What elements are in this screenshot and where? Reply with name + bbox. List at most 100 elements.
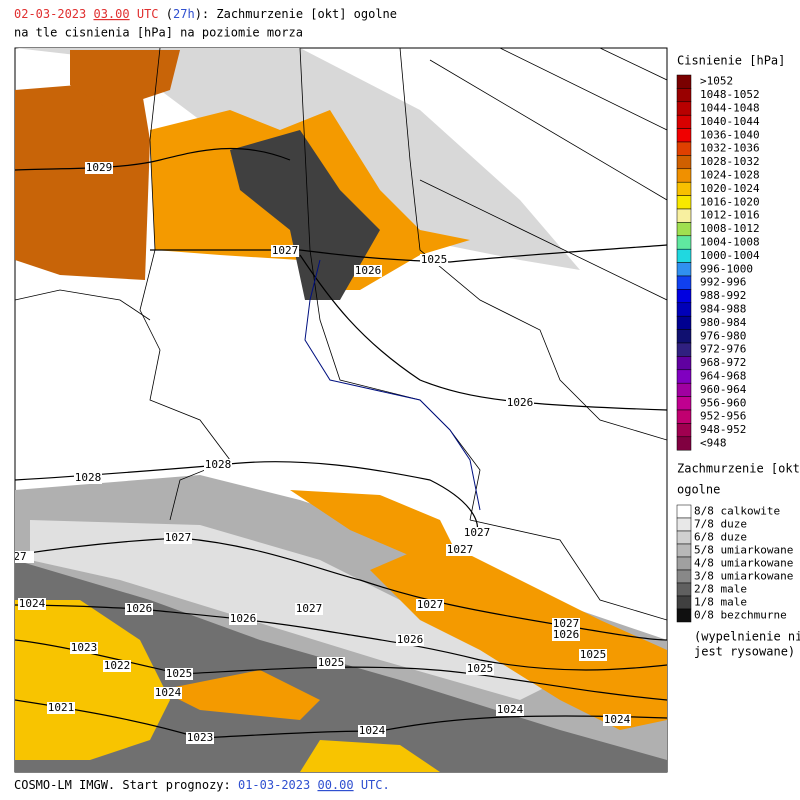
isobar-label: 1026	[355, 264, 382, 277]
isobar-label: 27	[13, 550, 26, 563]
legend-label: 1016-1020	[700, 195, 760, 208]
legend-label: 952-956	[700, 410, 746, 423]
legend-swatch	[676, 409, 692, 424]
date: 02-03-2023	[14, 7, 86, 21]
isobar-label-box	[229, 613, 257, 625]
legend-label: 1000-1004	[700, 249, 760, 262]
legend-swatch	[676, 517, 692, 532]
isobar-label-box	[154, 687, 182, 699]
isobar-label-box	[416, 599, 444, 611]
isobar-label: 1026	[553, 628, 580, 641]
legend-label: 1012-1016	[700, 209, 760, 222]
isobar-label-box	[103, 660, 131, 672]
legend-label: 948-952	[700, 423, 746, 436]
isobar-label-box	[354, 265, 382, 277]
isobar-label-box	[552, 618, 580, 630]
title-rest: : Zachmurzenie [okt] ogolne	[202, 7, 397, 21]
pressure-area	[15, 80, 150, 280]
isobar-label-box	[496, 704, 524, 716]
cloud-area	[230, 130, 380, 300]
header-subtitle: na tle cisnienia [hPa] na poziomie morza	[14, 26, 303, 40]
legend-label: 1028-1032	[700, 155, 760, 168]
legend-swatch	[676, 543, 692, 558]
legend-label: 0/8 bezchmurne	[694, 609, 787, 622]
legend-label: 1044-1048	[700, 102, 760, 115]
legend-label: 980-984	[700, 316, 747, 329]
isobar-label-box	[358, 725, 386, 737]
isobar-label: 1026	[126, 602, 153, 615]
legend-label: 1024-1028	[700, 169, 760, 182]
isobar-label-box	[204, 459, 232, 471]
legend-label: 964-968	[700, 370, 746, 383]
isobar-label-box	[446, 544, 474, 556]
legend-swatch	[676, 356, 692, 371]
isobar-label: 1024	[497, 703, 524, 716]
isobar-label-box	[186, 732, 214, 744]
isobar-label: 1023	[71, 641, 98, 654]
isobar-label-box	[396, 634, 424, 646]
isobar-label: 1027	[553, 617, 580, 630]
isobar-label-box	[295, 603, 323, 615]
legend-swatch	[676, 235, 692, 250]
isobar-label: 1025	[467, 662, 494, 675]
legend-swatch	[676, 128, 692, 143]
legend-label: 992-996	[700, 276, 746, 289]
legend-swatch	[676, 504, 692, 519]
footer-prefix: COSMO-LM IMGW. Start prognozy:	[14, 778, 231, 792]
legend-label: 3/8 umiarkowane	[694, 570, 793, 583]
isobar-label-box	[85, 162, 113, 174]
footer-suffix: UTC.	[361, 778, 390, 792]
cloud-legend: Zachmurzenie [okt] ogolne (wypelnienie n…	[676, 462, 800, 659]
pressure-area	[70, 50, 180, 110]
legend-swatch	[676, 302, 692, 317]
isobar-label-box	[47, 702, 75, 714]
legend-swatch	[676, 396, 692, 411]
isobar-label-box	[552, 629, 580, 641]
isobar-label: 1025	[421, 253, 448, 266]
isobar-label-box	[271, 245, 299, 257]
legend-swatch	[676, 382, 692, 397]
legend-swatch	[676, 582, 692, 597]
isobar-label: 1026	[507, 396, 534, 409]
isobar-label: 1026	[230, 612, 257, 625]
legend-swatch	[676, 155, 692, 170]
legend-label: <948	[700, 437, 727, 450]
isobar-label: 1027	[296, 602, 323, 615]
isobar-label: 1024	[155, 686, 182, 699]
footer: COSMO-LM IMGW. Start prognozy: 01-03-202…	[14, 778, 390, 792]
legend-subtitle: ogolne	[677, 483, 720, 497]
legend-label: 1004-1008	[700, 236, 760, 249]
lead-close: )	[195, 7, 202, 21]
legend-label: 1036-1040	[700, 128, 760, 141]
isobar-label-box	[74, 472, 102, 484]
isobar-label: 1027	[464, 526, 491, 539]
legend-note: jest rysowane)	[694, 645, 795, 659]
legend-label: 972-976	[700, 343, 746, 356]
isobar-label: 1023	[187, 731, 214, 744]
legend-swatch	[676, 141, 692, 156]
legend-swatch	[676, 342, 692, 357]
legend-label: 956-960	[700, 396, 746, 409]
legend-swatch	[676, 168, 692, 183]
legend-label: 5/8 umiarkowane	[694, 544, 793, 557]
isobar-label-box	[579, 649, 607, 661]
isobar-label: 1024	[359, 724, 386, 737]
river	[304, 259, 481, 511]
isobar-label-box	[164, 532, 192, 544]
legend-label: 960-964	[700, 383, 747, 396]
legend-swatch	[676, 74, 692, 89]
legend-swatch	[676, 556, 692, 571]
pressure-area	[160, 670, 320, 720]
legend-label: 976-980	[700, 329, 746, 342]
legend-label: 1040-1044	[700, 115, 760, 128]
utc: UTC	[137, 7, 159, 21]
isobar-label: 1024	[604, 713, 631, 726]
legend-title: Zachmurzenie [okt]	[677, 462, 800, 476]
legend-label: 7/8 duze	[694, 518, 747, 531]
isobar-label: 1021	[48, 701, 75, 714]
legend-label: 988-992	[700, 289, 746, 302]
isobar-label: 1028	[205, 458, 232, 471]
legend-swatch	[676, 608, 692, 623]
